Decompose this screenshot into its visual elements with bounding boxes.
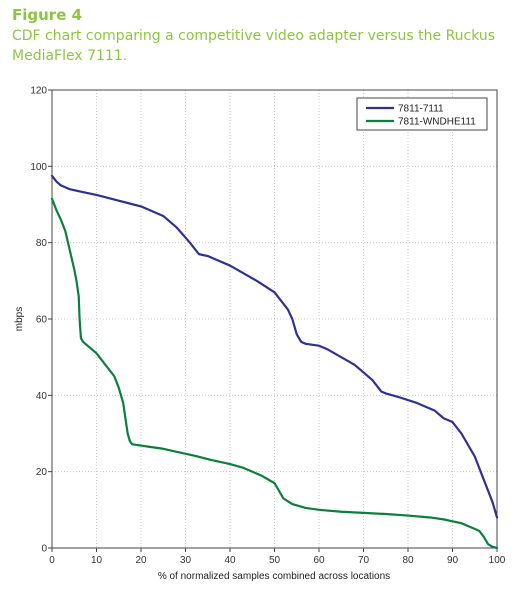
- y-axis-title: mbps: [14, 307, 25, 331]
- legend-label-7111: 7811-7111: [398, 104, 444, 115]
- legend-box: [356, 97, 488, 131]
- x-tick-label: 40: [224, 555, 236, 566]
- grid-lines: [52, 90, 497, 548]
- x-tick-label: 90: [447, 555, 459, 566]
- figure-label: Figure 4: [12, 6, 83, 24]
- y-tick-label: 120: [30, 86, 47, 97]
- x-tick-label: 100: [489, 555, 506, 566]
- y-tick-label: 60: [36, 315, 48, 326]
- x-axis-title: % of normalized samples combined across …: [158, 571, 390, 582]
- x-tick-label: 80: [402, 555, 414, 566]
- y-tick-label: 20: [36, 467, 48, 478]
- x-tick-label: 50: [269, 555, 281, 566]
- axis-ticks: 0 10 20 30 40 50 60 70 80 90 100 0 20 40 60 80 100 120: [30, 86, 505, 567]
- series-line-7111: [50, 174, 499, 519]
- y-tick-label: 40: [36, 391, 48, 402]
- x-tick-label: 10: [91, 555, 103, 566]
- x-tick-label: 20: [135, 555, 147, 566]
- x-tick-label: 60: [313, 555, 325, 566]
- x-tick-label: 70: [358, 555, 370, 566]
- figure-caption: CDF chart comparing a competitive video …: [12, 28, 496, 64]
- series-lines: [50, 174, 499, 550]
- legend: 7811-7111 7811-WNDHE111: [356, 97, 488, 131]
- x-tick-label: 0: [49, 555, 55, 566]
- y-tick-label: 100: [30, 162, 47, 173]
- x-tick-label: 30: [180, 555, 192, 566]
- legend-label-wndhe111: 7811-WNDHE111: [398, 117, 476, 128]
- series-line-wndhe111: [50, 197, 499, 550]
- y-tick-label: 80: [36, 238, 48, 249]
- y-tick-label: 0: [41, 544, 47, 555]
